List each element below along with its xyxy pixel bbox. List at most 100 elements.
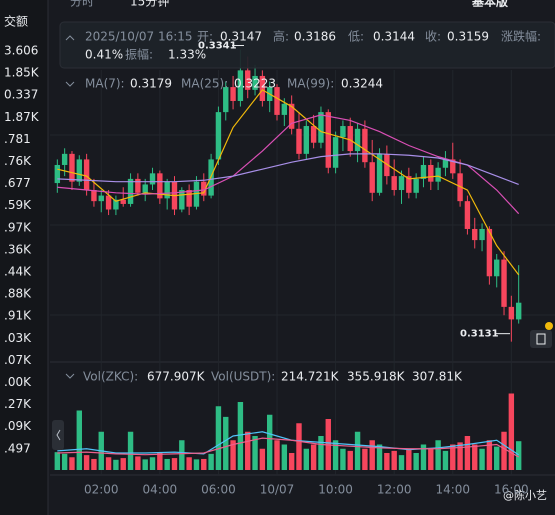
volume-bar: [376, 444, 383, 470]
volume-bar: [142, 459, 148, 470]
x-tick-label: 14:00: [435, 483, 470, 497]
tooltip-label: 高:: [273, 29, 289, 44]
volume-bar: [193, 459, 200, 470]
ma-name: MA(99):: [287, 77, 334, 91]
tooltip-value: 0.3159: [447, 30, 489, 44]
tab[interactable]: 分时: [70, 0, 94, 9]
ma-value: 0.3244: [341, 77, 383, 91]
candle-body: [61, 153, 68, 165]
volume-bar: [245, 431, 251, 470]
side-value: .76K: [4, 154, 32, 168]
volume-ma-line: [57, 437, 519, 458]
side-header: 交额: [4, 14, 28, 29]
candle-body: [274, 87, 280, 115]
candle-body: [369, 162, 375, 193]
candle-body: [310, 126, 317, 143]
candle-body: [464, 201, 471, 229]
candle-body: [83, 159, 90, 191]
volume-bar: [76, 410, 82, 470]
volume-bar: [127, 431, 134, 470]
candle-body: [340, 126, 346, 138]
volume-bar: [398, 455, 405, 470]
candle-body: [237, 70, 244, 101]
collapse-icon[interactable]: [65, 35, 75, 41]
ma-line: [57, 89, 520, 276]
volume-bar: [332, 440, 339, 470]
x-tick-label: 02:00: [84, 483, 119, 497]
live-dot: [545, 322, 553, 330]
ma-line: [57, 153, 519, 186]
x-tick-label: 12:00: [377, 483, 412, 497]
candle-body: [428, 164, 434, 182]
candle-body: [157, 173, 163, 199]
mode-tab[interactable]: 基本版: [471, 0, 508, 9]
side-value: .497: [4, 441, 31, 455]
volume-bar: [420, 444, 427, 470]
volume-bar: [464, 436, 471, 470]
candle-body: [318, 112, 324, 143]
volume-bar: [428, 448, 434, 470]
volume-bar: [237, 402, 244, 470]
volume-bar: [54, 452, 61, 470]
volume-bar: [149, 457, 156, 470]
x-tick-label: 04:00: [143, 483, 178, 497]
candle-body: [347, 126, 353, 152]
tab[interactable]: 15分钟: [130, 0, 169, 9]
volume-bar: [281, 444, 288, 470]
side-value: .59K: [4, 198, 32, 212]
candle-body: [486, 228, 493, 277]
volume-bar: [223, 416, 229, 470]
volume-bar: [486, 440, 493, 470]
volume-bar: [406, 448, 412, 470]
candle-body: [259, 75, 266, 101]
side-value: .36K: [4, 242, 32, 256]
side-value: .09K: [4, 419, 32, 433]
volume-bar: [164, 458, 170, 470]
volume-bar: [318, 436, 324, 470]
volume-bar: [354, 431, 361, 470]
scroll-handle[interactable]: [52, 420, 64, 450]
volume-bar: [369, 440, 375, 470]
tooltip-time: 2025/10/07 16:15: [85, 30, 193, 44]
volume-ma-value: 355.918K: [347, 370, 406, 384]
candle-body: [201, 181, 207, 196]
volume-bar: [479, 448, 485, 470]
side-value: 0.337: [4, 88, 38, 102]
candle-body: [501, 259, 507, 307]
side-value: .781: [4, 132, 31, 146]
volume-bar: [450, 444, 456, 470]
candle-body: [515, 302, 522, 320]
tooltip-label: 收:: [425, 30, 441, 44]
volume-bar: [435, 440, 441, 470]
volume-bar: [69, 457, 75, 470]
volume-bar: [83, 455, 90, 470]
candle-body: [135, 178, 141, 193]
side-value: 3.606: [4, 44, 38, 58]
expand-icon[interactable]: [65, 81, 75, 87]
candle-body: [376, 153, 383, 193]
volume-bar: [179, 440, 185, 470]
candle-body: [120, 199, 126, 204]
candle-body: [113, 199, 119, 210]
side-value: 1.87K: [4, 110, 40, 124]
tooltip-value: 0.41%: [85, 48, 123, 62]
volume-bar: [340, 448, 346, 470]
side-value: .27K: [4, 397, 32, 411]
volume-bar: [288, 453, 295, 470]
volume-bar: [472, 444, 478, 470]
volume-bar: [252, 436, 258, 470]
tool-button[interactable]: [530, 330, 552, 348]
candle-body: [362, 128, 368, 163]
expand-icon[interactable]: [65, 373, 75, 379]
volume-bar: [362, 448, 368, 470]
tooltip-value: 1.33%: [168, 48, 206, 62]
side-value: .00K: [4, 375, 32, 389]
candle-body: [245, 70, 251, 90]
volume-bar: [120, 458, 126, 470]
volume-bar: [171, 458, 178, 470]
candle-body: [406, 176, 412, 193]
candle-body: [288, 103, 295, 129]
volume-name: Vol(USDT):: [211, 370, 275, 384]
volume-bar: [347, 450, 353, 470]
